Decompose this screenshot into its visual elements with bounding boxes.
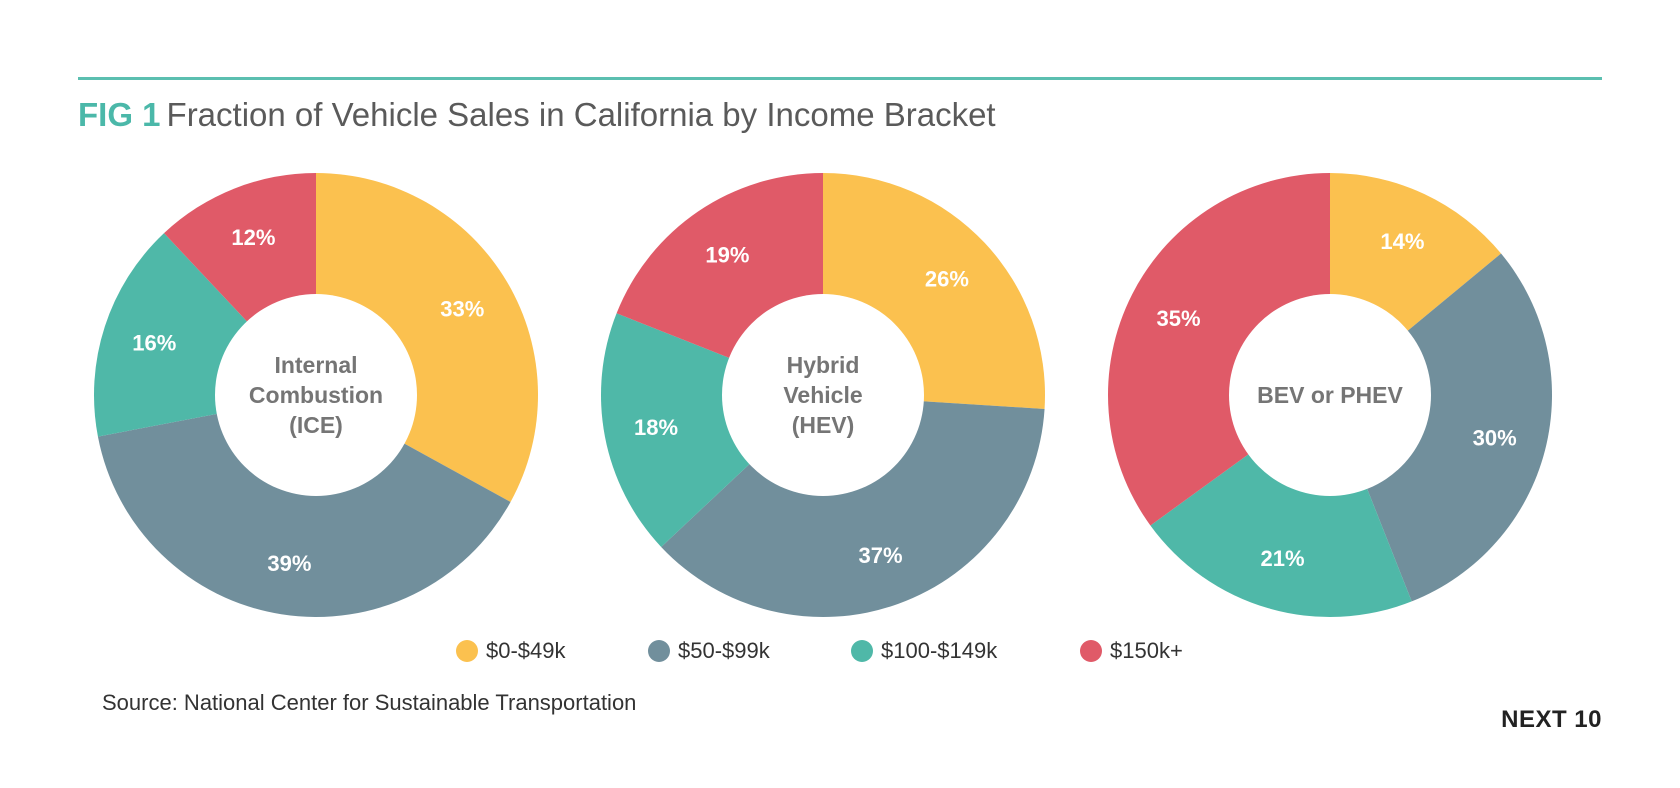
donut-center-label: (HEV)	[792, 412, 855, 438]
slice-value-label: 19%	[705, 242, 749, 267]
legend-item-150k-plus: $150k+	[1080, 638, 1183, 664]
figure-title-text: Fraction of Vehicle Sales in California …	[166, 96, 996, 133]
figure-number: FIG 1	[78, 96, 161, 133]
donut-center-label: BEV or PHEV	[1257, 382, 1403, 408]
figure-title: FIG 1 Fraction of Vehicle Sales in Califo…	[78, 96, 996, 134]
donut-hole	[1229, 294, 1431, 496]
legend-label: $100-$149k	[881, 638, 998, 663]
legend-label: $150k+	[1110, 638, 1183, 663]
legend-swatch	[648, 640, 670, 662]
donut-center-label: Hybrid	[787, 352, 860, 378]
source-note: Source: National Center for Sustainable …	[102, 690, 637, 715]
slice-value-label: 21%	[1261, 546, 1305, 571]
legend-label: $0-$49k	[486, 638, 566, 663]
slice-value-label: 35%	[1157, 306, 1201, 331]
donut-hole	[722, 294, 924, 496]
legend-swatch	[851, 640, 873, 662]
legend-item-100-149k: $100-$149k	[851, 638, 997, 664]
slice-value-label: 16%	[132, 330, 176, 355]
slice-value-label: 37%	[859, 543, 903, 568]
donut-center-label: Vehicle	[783, 382, 862, 408]
legend-swatch	[456, 640, 478, 662]
donut-hole	[215, 294, 417, 496]
slice-value-label: 30%	[1473, 425, 1517, 450]
donut-slice	[97, 395, 511, 618]
slice-value-label: 33%	[440, 296, 484, 321]
legend-item-0-49k: $0-$49k	[456, 638, 566, 664]
slice-value-label: 39%	[267, 551, 311, 576]
legend-item-50-99k: $50-$99k	[648, 638, 770, 664]
top-rule	[78, 77, 1602, 80]
brand-logo: NEXT 10	[1501, 706, 1602, 733]
donut-slice	[661, 395, 1045, 617]
legend: $0-$49k $50-$99k $100-$149k $150k+	[0, 638, 1680, 668]
donut-slice	[1107, 173, 1330, 526]
donut-slice	[1330, 253, 1553, 602]
slice-value-label: 12%	[231, 225, 275, 250]
donut-charts: 33% 39% 16% 12% Internal Combustion (ICE) 26% 37…	[93, 172, 1553, 618]
legend-label: $50-$99k	[678, 638, 770, 663]
donut-center-label: Combustion	[249, 382, 383, 408]
legend-swatch	[1080, 640, 1102, 662]
donut-center-label: Internal	[274, 352, 357, 378]
slice-value-label: 14%	[1380, 229, 1424, 254]
donut-center-label: (ICE)	[289, 412, 343, 438]
donut-slice	[600, 313, 823, 547]
slice-value-label: 26%	[925, 267, 969, 292]
slice-value-label: 18%	[634, 415, 678, 440]
